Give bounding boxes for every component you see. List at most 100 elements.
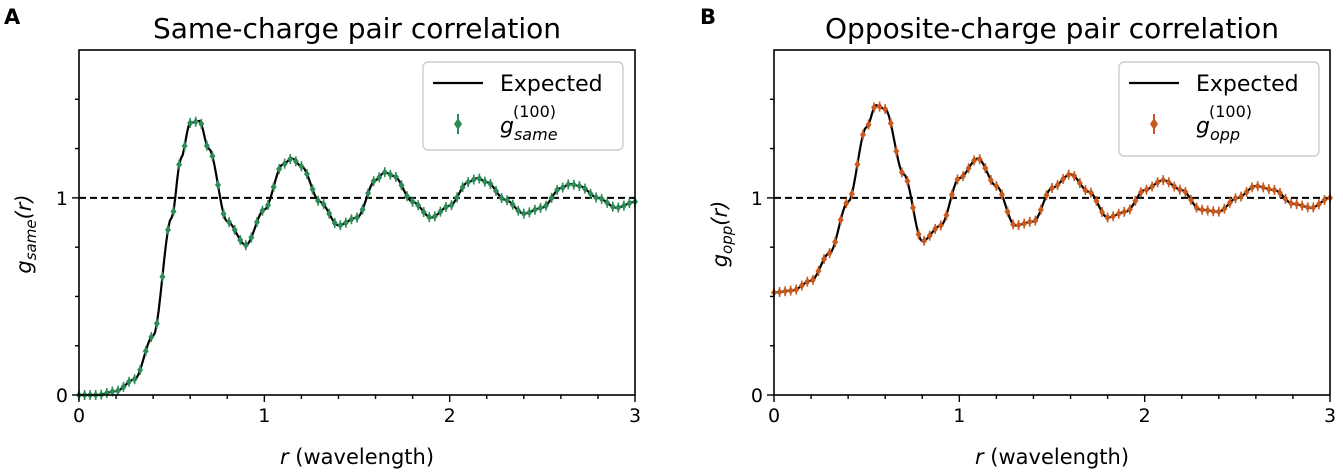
data-point bbox=[220, 209, 227, 218]
data-point bbox=[231, 225, 238, 234]
data-point bbox=[1137, 188, 1144, 197]
data-point bbox=[937, 221, 944, 230]
data-point bbox=[520, 209, 527, 218]
data-point bbox=[1226, 198, 1233, 207]
data-point bbox=[1021, 219, 1028, 228]
y-tick-label: 1 bbox=[56, 188, 68, 210]
data-point bbox=[465, 178, 472, 187]
data-point bbox=[509, 200, 516, 209]
data-point bbox=[148, 333, 155, 342]
data-point bbox=[993, 182, 1000, 191]
data-point bbox=[1143, 185, 1150, 194]
x-tick-label: 2 bbox=[444, 405, 456, 427]
legend-marker-swatch bbox=[1150, 118, 1158, 130]
data-point bbox=[1065, 170, 1072, 179]
data-point bbox=[276, 165, 283, 174]
legend: Expected gopp (100) bbox=[1118, 61, 1320, 157]
data-point bbox=[376, 173, 383, 182]
data-point bbox=[882, 105, 889, 114]
data-point bbox=[798, 281, 805, 290]
data-point bbox=[398, 181, 405, 190]
data-point bbox=[342, 218, 349, 227]
data-point bbox=[526, 208, 533, 217]
y-axis-label: gsame(r) bbox=[12, 194, 40, 273]
data-point bbox=[237, 236, 244, 245]
data-point bbox=[181, 141, 188, 150]
data-point bbox=[559, 183, 566, 192]
data-point bbox=[142, 347, 149, 356]
data-point bbox=[1199, 205, 1206, 214]
data-point bbox=[498, 193, 505, 202]
data-point bbox=[426, 213, 433, 222]
data-point bbox=[1221, 204, 1228, 213]
legend-box bbox=[1118, 61, 1320, 157]
chart-title: Same-charge pair correlation bbox=[153, 12, 561, 45]
data-point bbox=[921, 236, 928, 245]
data-point bbox=[537, 203, 544, 212]
data-point bbox=[209, 152, 216, 161]
data-point bbox=[1071, 172, 1078, 181]
data-point bbox=[109, 387, 116, 396]
data-point bbox=[365, 189, 372, 198]
data-point bbox=[1232, 194, 1239, 203]
data-point bbox=[1015, 221, 1022, 230]
data-point bbox=[359, 205, 366, 214]
data-point bbox=[420, 208, 427, 217]
data-point bbox=[804, 277, 811, 286]
data-point bbox=[809, 275, 816, 284]
data-point bbox=[392, 172, 399, 181]
plot-frame bbox=[773, 49, 1331, 396]
data-point bbox=[1271, 185, 1278, 194]
data-point bbox=[1026, 217, 1033, 226]
data-point bbox=[887, 119, 894, 128]
data-point bbox=[1321, 195, 1328, 204]
data-point bbox=[270, 183, 277, 192]
x-axis-ticks: 0 1 2 3 bbox=[768, 395, 1336, 427]
data-point bbox=[164, 225, 171, 234]
legend-entry-measured: gsame bbox=[500, 114, 558, 144]
data-point bbox=[1182, 188, 1189, 197]
data-point bbox=[126, 377, 133, 386]
data-point bbox=[459, 183, 466, 192]
data-point bbox=[848, 190, 855, 199]
data-point bbox=[1121, 207, 1128, 216]
measured-markers bbox=[76, 116, 638, 400]
data-point bbox=[1149, 182, 1156, 191]
data-point bbox=[315, 196, 322, 205]
data-point bbox=[793, 285, 800, 294]
x-tick-label: 0 bbox=[73, 405, 85, 427]
data-point bbox=[565, 180, 572, 189]
data-point bbox=[1315, 200, 1322, 209]
data-point bbox=[837, 215, 844, 224]
data-point bbox=[587, 189, 594, 198]
data-point bbox=[1188, 195, 1194, 204]
data-point bbox=[481, 177, 488, 186]
plot-area bbox=[771, 49, 1333, 396]
data-point bbox=[120, 382, 127, 391]
legend-entry-expected: Expected bbox=[1196, 72, 1299, 97]
data-point bbox=[114, 386, 121, 395]
data-point bbox=[103, 389, 110, 398]
data-point bbox=[153, 319, 160, 328]
data-point bbox=[926, 231, 933, 240]
data-point bbox=[1310, 203, 1317, 212]
data-point bbox=[1193, 203, 1200, 212]
data-point bbox=[1082, 186, 1089, 195]
data-point bbox=[198, 119, 205, 128]
x-tick-label: 0 bbox=[768, 405, 780, 427]
data-point bbox=[1276, 188, 1283, 197]
data-point bbox=[581, 184, 588, 193]
data-point bbox=[1060, 175, 1067, 184]
data-point bbox=[442, 202, 449, 211]
x-tick-label: 1 bbox=[953, 405, 965, 427]
legend-entry-measured: gopp bbox=[1196, 114, 1240, 144]
data-point bbox=[554, 186, 561, 195]
data-point bbox=[960, 172, 967, 181]
data-point bbox=[904, 177, 911, 186]
data-point bbox=[543, 201, 550, 210]
data-point bbox=[431, 212, 438, 221]
y-axis-label: gopp(r) bbox=[708, 201, 736, 268]
data-point bbox=[910, 203, 916, 212]
